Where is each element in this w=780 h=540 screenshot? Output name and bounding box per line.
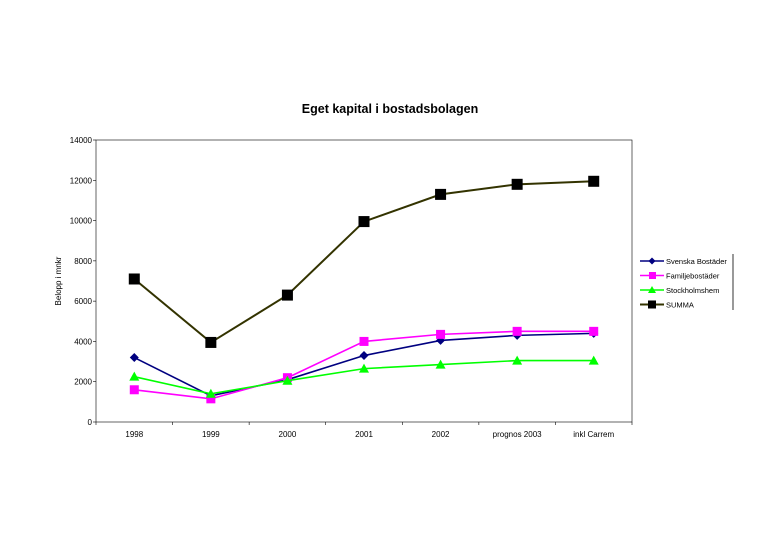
data-point: [358, 216, 370, 228]
legend-item: SUMMA: [640, 300, 694, 310]
x-tick-label: inkl Carrem: [573, 430, 614, 439]
legend-marker: [648, 300, 656, 309]
x-tick-label: 2001: [355, 430, 373, 439]
legend-label: Svenska Bostäder: [666, 257, 727, 266]
data-point: [282, 375, 293, 385]
data-point: [436, 329, 446, 339]
data-point: [511, 178, 523, 190]
data-point: [129, 353, 139, 363]
y-tick-label: 12000: [70, 176, 93, 185]
data-point: [589, 326, 599, 336]
x-tick-label: 2002: [432, 430, 450, 439]
data-point: [206, 394, 216, 404]
series-line: [133, 180, 594, 344]
chart-title: Eget kapital i bostadsbolagen: [302, 102, 478, 116]
legend-item: Svenska Bostäder: [640, 257, 727, 266]
data-point: [512, 355, 523, 365]
legend-label: SUMMA: [666, 301, 694, 310]
plot-area: [95, 139, 633, 423]
legend-item: Stockholmshem: [640, 286, 719, 295]
x-tick-label: prognos 2003: [493, 430, 542, 439]
y-tick-label: 6000: [74, 297, 92, 306]
y-axis-label: Belopp i mnkr: [54, 256, 63, 305]
data-point: [359, 351, 369, 361]
y-tick-label: 4000: [74, 337, 92, 346]
legend-marker: [649, 272, 656, 279]
legend-marker: [648, 286, 656, 293]
data-point: [512, 326, 522, 336]
y-tick-label: 2000: [74, 378, 92, 387]
data-point: [128, 273, 140, 285]
y-tick-label: 0: [88, 418, 93, 427]
y-tick-label: 14000: [70, 136, 93, 145]
data-point: [588, 355, 599, 365]
series-3: [128, 175, 600, 348]
y-tick-label: 8000: [74, 257, 92, 266]
series-2: [129, 355, 599, 398]
data-point: [435, 188, 447, 200]
x-tick-label: 1998: [125, 430, 143, 439]
data-point: [359, 363, 369, 373]
legend-label: Stockholmshem: [666, 286, 719, 295]
data-point: [129, 385, 139, 395]
legend-label: Familjebostäder: [666, 272, 720, 281]
legend-marker: [648, 257, 656, 265]
data-point: [205, 336, 217, 348]
x-tick-label: 1999: [202, 430, 220, 439]
data-point: [359, 336, 369, 346]
data-point: [435, 359, 446, 369]
data-point: [281, 289, 293, 301]
y-tick-label: 10000: [70, 217, 93, 226]
legend-item: Familjebostäder: [640, 272, 720, 281]
data-point: [205, 388, 216, 398]
data-point: [129, 371, 140, 381]
data-point: [588, 175, 600, 187]
x-tick-label: 2000: [279, 430, 297, 439]
